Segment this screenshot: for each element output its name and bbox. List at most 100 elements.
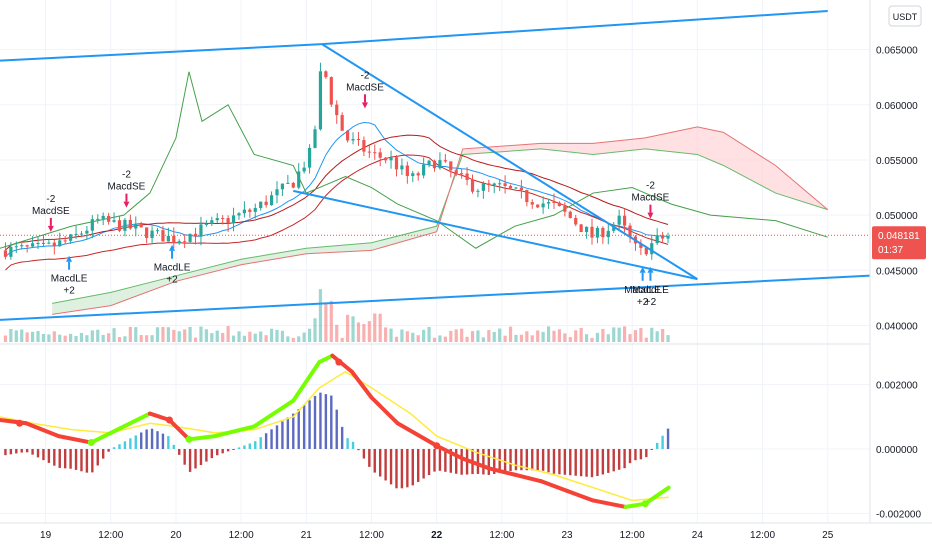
- candle: [655, 235, 659, 244]
- volume-bar: [476, 330, 480, 342]
- macd-histogram-bar: [661, 435, 664, 449]
- volume-bar: [514, 334, 518, 342]
- macd-histogram-bar: [400, 448, 404, 489]
- volume-bar: [367, 321, 371, 342]
- candle: [584, 226, 589, 233]
- volume-bar: [145, 335, 149, 342]
- macd-histogram-bar: [579, 448, 583, 477]
- candle: [313, 129, 317, 148]
- macd-histogram-bar: [308, 400, 311, 449]
- volume-bar: [307, 328, 312, 342]
- macd-histogram-bar: [498, 448, 501, 473]
- time-tick-label: 12:00: [98, 530, 123, 541]
- time-tick-label: 25: [822, 530, 834, 541]
- macd-pane[interactable]: [0, 353, 671, 509]
- macd-line-segment: [643, 485, 671, 506]
- macd-histogram-bar: [58, 448, 61, 468]
- macd-histogram-bar: [346, 438, 349, 449]
- macd-histogram-bar: [639, 448, 643, 460]
- volume-bar: [85, 335, 89, 342]
- candle: [405, 165, 409, 177]
- candle: [128, 219, 132, 229]
- volume-bar: [161, 327, 165, 342]
- candle: [221, 218, 225, 220]
- volume-bar: [253, 333, 257, 342]
- macd-histogram-bar: [194, 448, 197, 469]
- macd-histogram-bar: [607, 448, 610, 473]
- candle: [470, 179, 475, 192]
- candle: [150, 230, 154, 238]
- trendlines[interactable]: [0, 10, 932, 321]
- volume-bar: [394, 336, 399, 342]
- candle: [117, 220, 122, 231]
- candle: [248, 209, 252, 212]
- macd-line-segment: [395, 421, 439, 448]
- volume-bar: [112, 328, 116, 342]
- volume-bar: [335, 324, 339, 342]
- macd-histogram-bar: [188, 448, 192, 472]
- currency-button[interactable]: [888, 5, 922, 27]
- macd-histogram-bar: [433, 448, 436, 472]
- macd-histogram-bar: [493, 448, 496, 474]
- volume-bar: [639, 328, 643, 342]
- volume-bar: [590, 337, 594, 342]
- volume-bar: [601, 328, 605, 342]
- macd-histogram-bar: [9, 448, 13, 455]
- signal-label: MacdSE: [32, 206, 70, 217]
- volume-bar: [460, 328, 464, 342]
- macd-histogram-bar: [4, 448, 7, 456]
- volume-bar: [481, 337, 485, 342]
- macd-line-segment: [317, 353, 335, 365]
- candle: [226, 218, 230, 224]
- volume-bar: [454, 329, 458, 342]
- macd-histogram-bar: [243, 445, 246, 449]
- long-arrow: [66, 255, 73, 262]
- macd-histogram-bar: [351, 441, 355, 449]
- cloud-bearish: [462, 126, 828, 210]
- candle: [52, 242, 56, 247]
- macd-histogram-bar: [650, 448, 653, 451]
- volume-bar: [58, 334, 62, 342]
- candle: [345, 130, 350, 141]
- short-arrow-stem: [649, 204, 652, 213]
- candle: [139, 224, 143, 228]
- candle: [351, 139, 355, 141]
- candlesticks[interactable]: [3, 62, 670, 260]
- macd-histogram-bar: [297, 409, 300, 449]
- macd-histogram-bar: [172, 444, 175, 449]
- macd-line-segment: [369, 395, 400, 426]
- wedge-lower-line: [293, 189, 698, 281]
- last-price-tag: [872, 226, 926, 260]
- candle: [172, 235, 176, 244]
- macd-histogram-bar: [330, 395, 333, 449]
- macd-histogram-bar: [210, 448, 214, 459]
- candle: [318, 71, 323, 130]
- candle: [259, 201, 263, 209]
- candle: [617, 215, 621, 225]
- macd-histogram-bar: [378, 448, 382, 477]
- candle: [546, 202, 551, 204]
- candle: [123, 219, 127, 231]
- macd-line-segment: [187, 434, 218, 442]
- macd-histogram-bar: [178, 448, 181, 455]
- candle: [519, 187, 523, 190]
- macd-histogram-bar: [585, 448, 588, 477]
- volume-bar: [498, 328, 502, 342]
- macd-histogram-bar: [112, 447, 116, 449]
- candle: [204, 223, 208, 225]
- signal-count: -2: [361, 70, 370, 81]
- short-arrow: [647, 212, 654, 219]
- volume-bar: [612, 327, 616, 342]
- volume-bar: [3, 335, 8, 342]
- volume-bar: [25, 332, 29, 342]
- candle: [666, 236, 670, 239]
- lagging-span: [0, 71, 828, 249]
- volume-bar: [422, 329, 426, 342]
- volume-bar: [215, 330, 219, 342]
- volume-bar: [20, 329, 24, 342]
- macd-line-segment: [115, 411, 152, 432]
- volume-bar: [79, 332, 84, 342]
